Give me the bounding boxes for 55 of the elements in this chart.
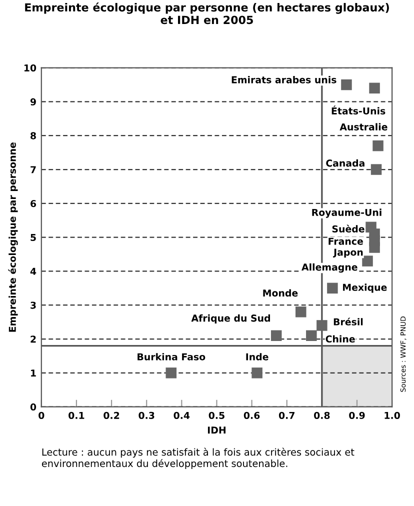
point [270, 330, 282, 342]
annotation: Chine [326, 335, 355, 343]
point [369, 242, 380, 253]
annotation: Inde [246, 353, 268, 360]
point [341, 79, 352, 90]
point [252, 368, 262, 378]
y-tick-label: 10 [24, 64, 36, 72]
x-tick-label: 0.6 [244, 412, 260, 419]
annotation: Australie [340, 123, 388, 130]
y-axis-title: Empreinte écologique par personne [8, 142, 18, 332]
point [316, 320, 328, 331]
chart-title: Empreinte écologique par personne (en hectares globaux) et IDH en 2005 [25, 2, 389, 24]
annotation: Japon [333, 248, 363, 258]
annotation: France [328, 238, 363, 245]
y-tick-label: 5 [30, 234, 36, 242]
point [306, 330, 317, 342]
y-tick-label: 7 [30, 166, 36, 174]
point [166, 368, 177, 378]
x-tick-label: 0.9 [349, 412, 365, 419]
y-tick-label: 2 [30, 336, 36, 343]
annotation: Allemagne [302, 263, 358, 273]
annotation: Afrique du Sud [191, 314, 270, 324]
point [370, 164, 382, 175]
annotation: Canada [326, 159, 364, 167]
x-tick-label: 0.4 [174, 412, 190, 419]
x-tick-label: 0.1 [68, 412, 84, 419]
y-tick-label: 9 [30, 98, 36, 106]
x-tick-label: 0.8 [314, 412, 330, 419]
point [362, 256, 373, 266]
x-tick-label: 0.5 [208, 412, 224, 419]
y-tick-label: 1 [31, 370, 36, 377]
point [369, 82, 380, 94]
point [327, 282, 338, 294]
y-tick-label: 8 [30, 132, 36, 140]
text: Lecture : aucun pays ne satisfait à la fois aux critères sociaux et environnementaux du développement soutenable. [42, 448, 354, 469]
annotation: Burkina Faso [138, 353, 206, 360]
x-tick-label: 0.3 [138, 412, 154, 419]
annotation: Suède [332, 224, 364, 232]
x-tick-label: 0.2 [104, 412, 120, 419]
x-tick-label: 1.0 [384, 412, 400, 419]
annotation: Emirats arabes unis [232, 76, 336, 84]
y-tick-label: 6 [30, 200, 36, 208]
x-axis-title: IDH [208, 426, 226, 434]
point [372, 140, 384, 152]
annotation: Monde [263, 289, 298, 297]
annotation: Royaume-Uni [312, 208, 382, 218]
x-tick-label: 0 [38, 412, 44, 419]
y-tick-label: 0 [30, 403, 36, 411]
y-tick-label: 3 [30, 302, 36, 309]
annotation: Mexique [343, 284, 387, 293]
annotation: Brésil [334, 318, 363, 326]
y-tick-label: 4 [30, 268, 36, 275]
x-tick-label: 0.7 [278, 412, 294, 419]
annotation: États-Unis [332, 106, 386, 114]
point [296, 306, 306, 318]
